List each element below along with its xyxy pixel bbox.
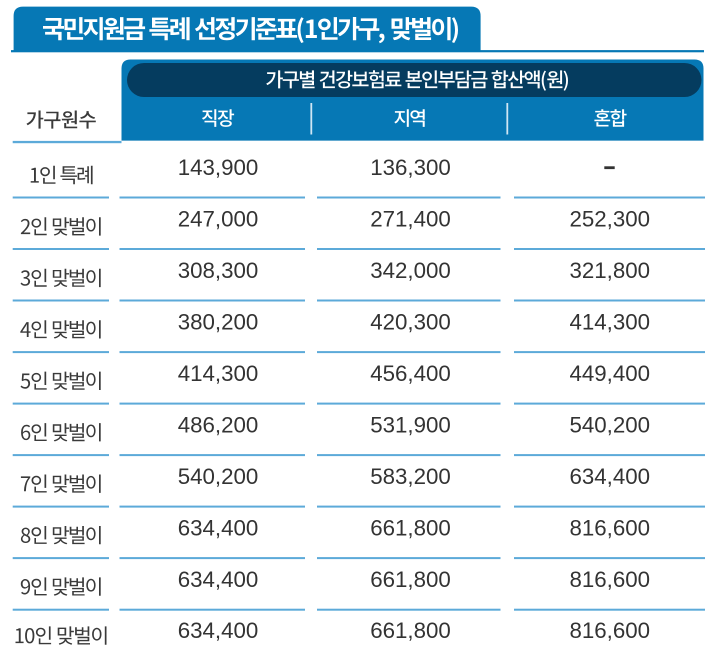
svg-text:816,600: 816,600 — [569, 618, 650, 643]
svg-text:143,900: 143,900 — [178, 155, 259, 180]
svg-text:583,200: 583,200 — [370, 464, 451, 489]
svg-text:414,300: 414,300 — [569, 310, 650, 335]
svg-text:816,600: 816,600 — [569, 567, 650, 592]
svg-text:271,400: 271,400 — [370, 207, 451, 232]
svg-text:136,300: 136,300 — [370, 155, 451, 180]
svg-text:634,400: 634,400 — [178, 618, 259, 643]
svg-text:456,400: 456,400 — [370, 361, 451, 386]
svg-text:661,800: 661,800 — [370, 567, 451, 592]
svg-text:540,200: 540,200 — [178, 464, 259, 489]
svg-text:540,200: 540,200 — [569, 412, 650, 437]
svg-text:531,900: 531,900 — [370, 412, 451, 437]
svg-text:661,800: 661,800 — [370, 515, 451, 540]
svg-text:661,800: 661,800 — [370, 618, 451, 643]
svg-text:816,600: 816,600 — [569, 515, 650, 540]
svg-text:247,000: 247,000 — [178, 207, 259, 232]
svg-text:634,400: 634,400 — [178, 515, 259, 540]
svg-text:634,400: 634,400 — [178, 567, 259, 592]
svg-text:380,200: 380,200 — [178, 310, 259, 335]
svg-text:321,800: 321,800 — [569, 258, 650, 283]
svg-text:449,400: 449,400 — [569, 361, 650, 386]
svg-text:634,400: 634,400 — [569, 464, 650, 489]
svg-text:252,300: 252,300 — [569, 207, 650, 232]
svg-text:342,000: 342,000 — [370, 258, 451, 283]
svg-text:308,300: 308,300 — [178, 258, 259, 283]
svg-text:414,300: 414,300 — [178, 361, 259, 386]
svg-text:486,200: 486,200 — [178, 412, 259, 437]
svg-text:420,300: 420,300 — [370, 310, 451, 335]
